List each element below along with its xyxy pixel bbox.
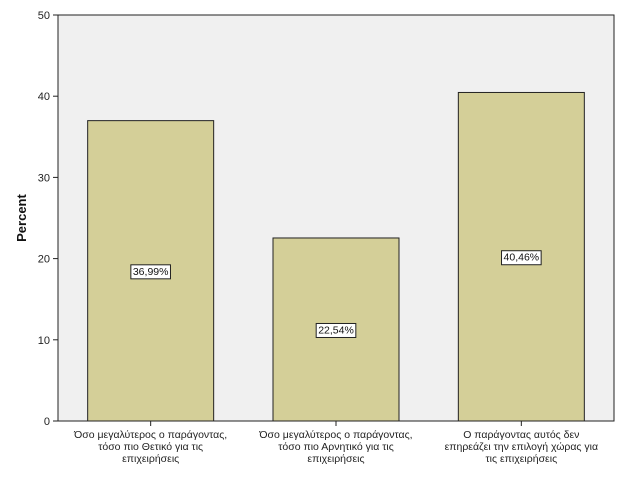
data-label-box [130,264,171,280]
y-tick-label: 10 [38,335,50,347]
y-axis-title: Percent [14,193,29,241]
bar-data-label: 22,54% [318,324,354,336]
x-category-label: Όσο μεγαλύτερος ο παράγοντας, τόσο πιο Θε… [73,429,227,465]
data-label-box [501,250,542,266]
y-tick-label: 20 [38,254,50,266]
bar-data-label: 40,46% [504,252,540,264]
x-axis-labels: Όσο μεγαλύτερος ο παράγοντας, τόσο πιο Θε… [73,421,598,465]
y-axis: 0 10 20 30 40 50 [38,10,58,428]
x-category-label: Όσο μεγαλύτερος ο παράγοντας, τόσο πιο Αρ… [258,429,412,465]
y-tick-label: 0 [44,416,50,428]
data-label-box [315,322,357,338]
bar-data-label: 36,99% [133,266,169,278]
y-tick-label: 40 [38,91,50,103]
y-tick-label: 50 [38,10,50,22]
bars-group: 36,99% 22,54% 40,46% [87,91,585,422]
y-tick-label: 30 [38,172,50,184]
x-category-label: Ο παράγοντας αυτός δεν επηρεάζει την επιλ… [445,429,599,465]
